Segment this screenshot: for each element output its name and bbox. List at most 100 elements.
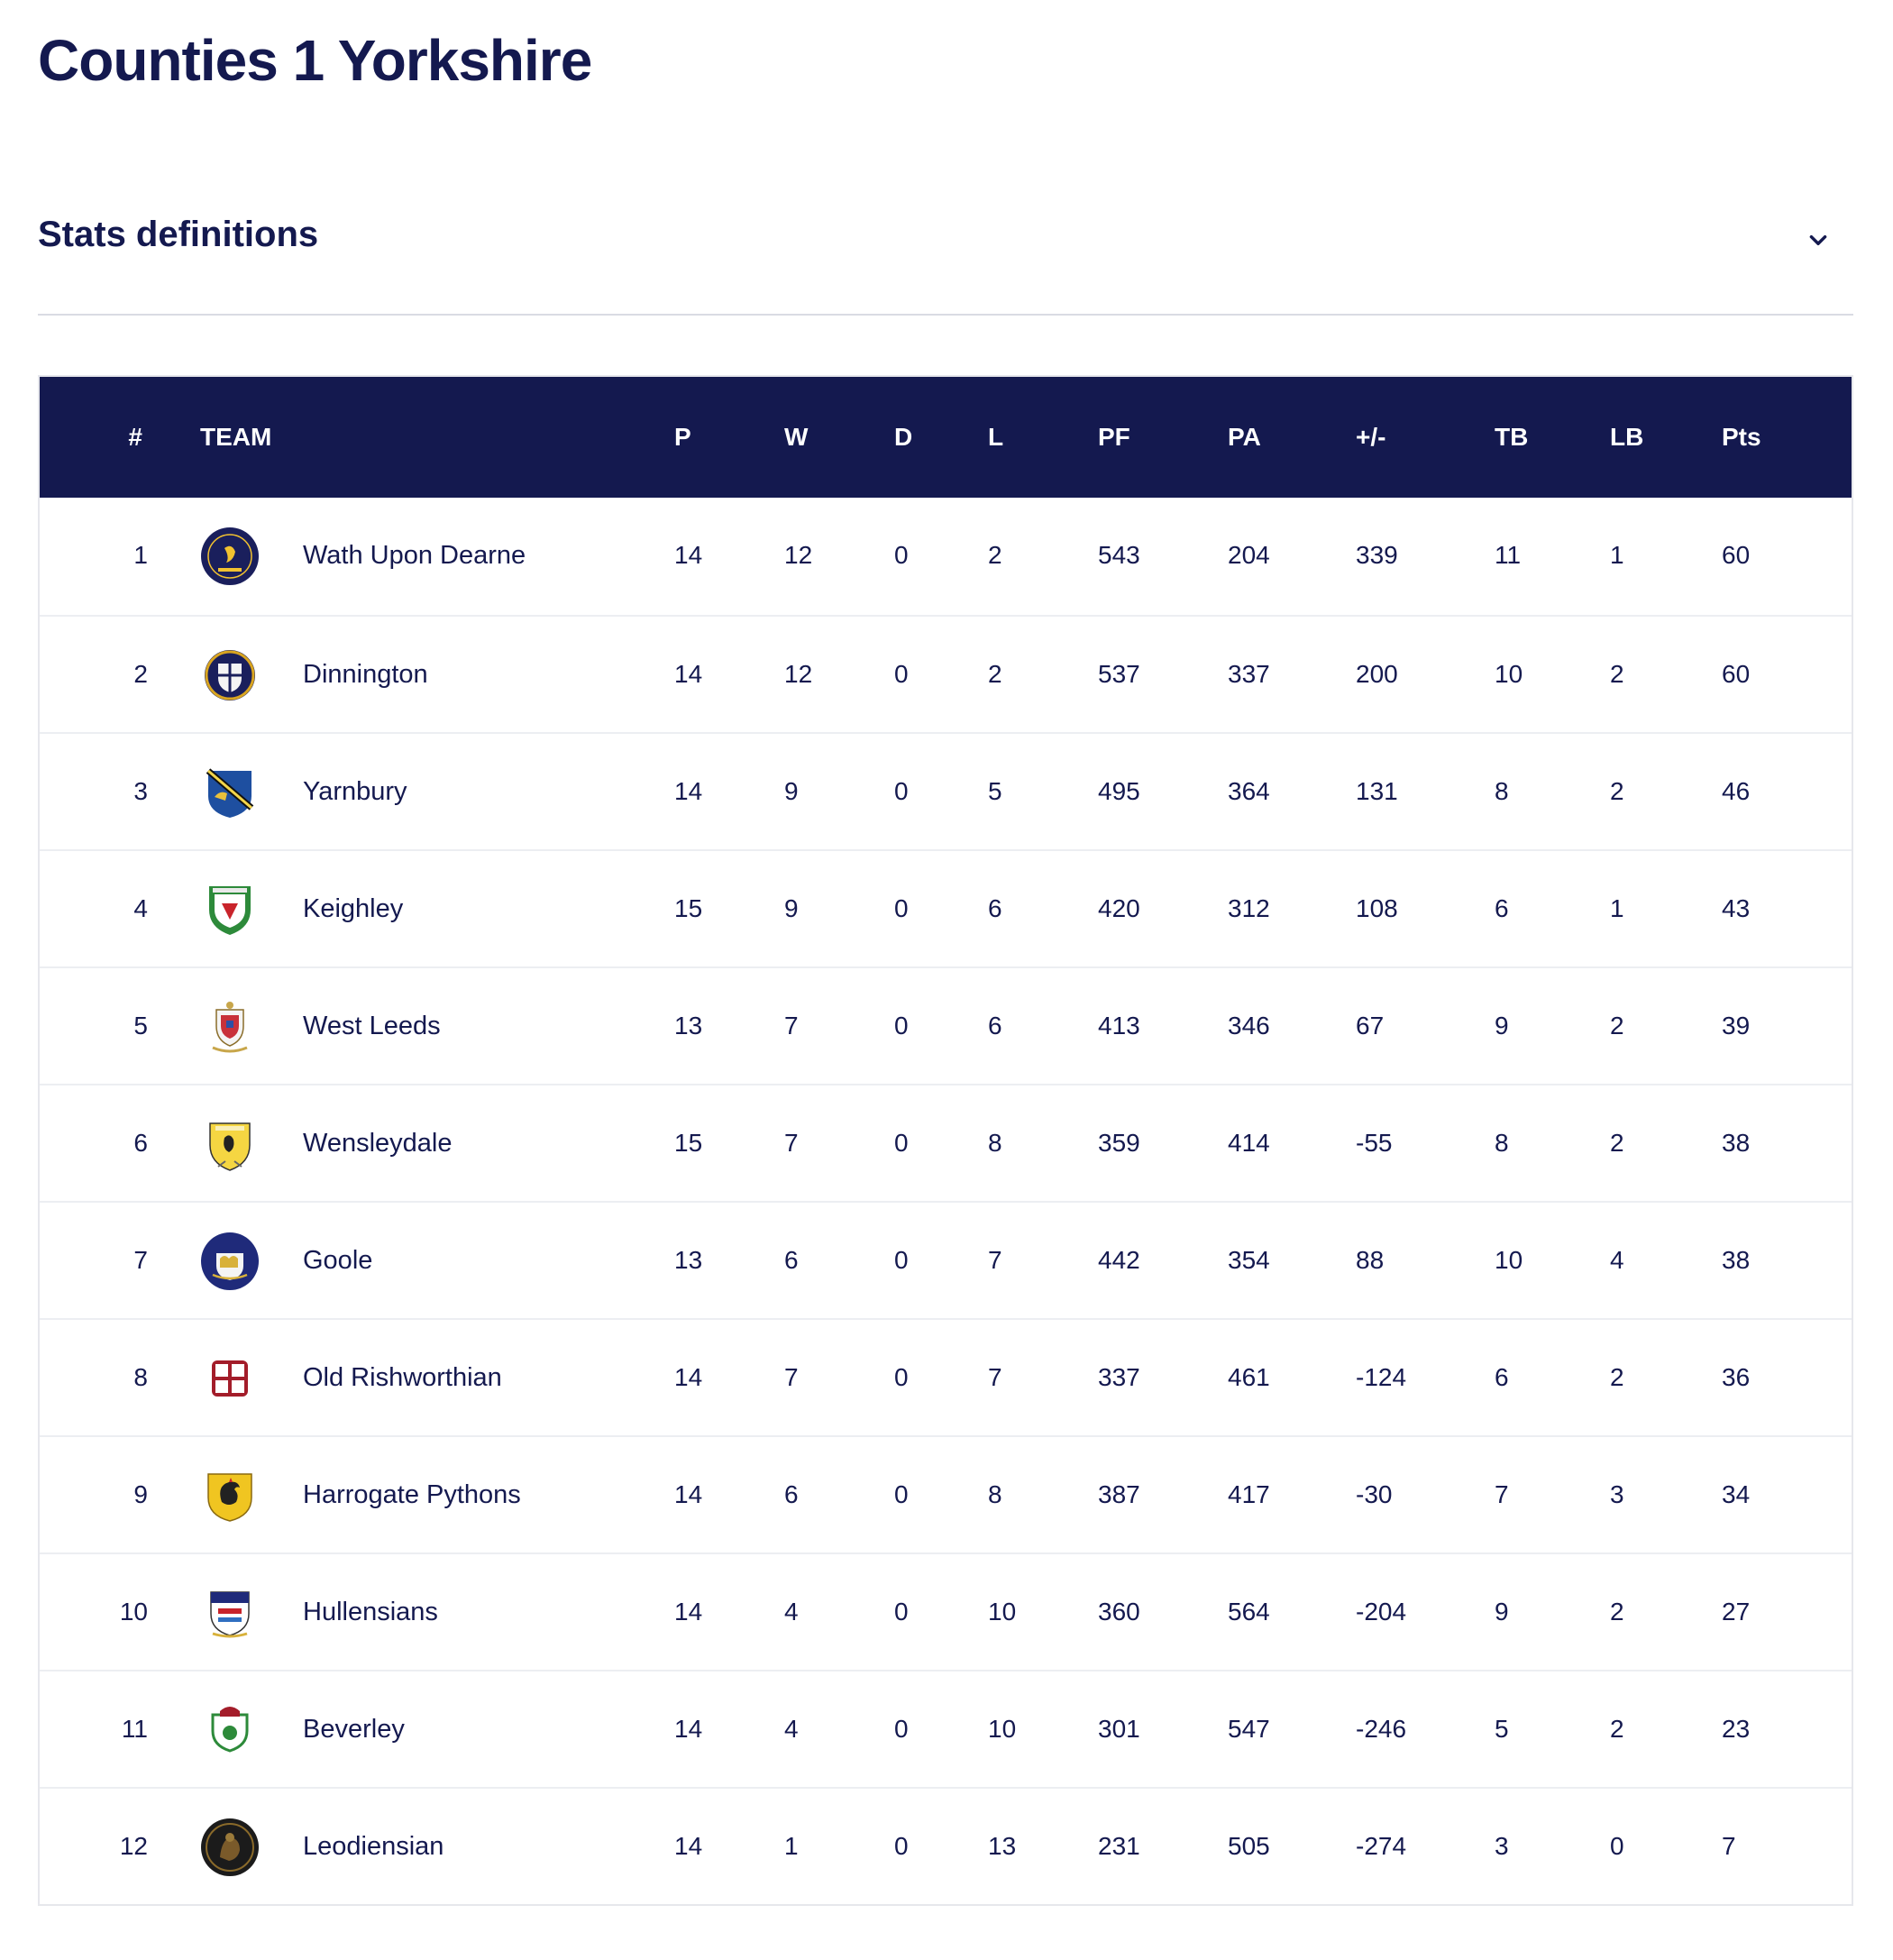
table-row[interactable]: 8 14 7 0 7 337 461 -124 6 2 36 Old Rishworthian	[40, 1318, 1852, 1435]
table-row[interactable]: 9 14 6 0 8 387 417 -30 7 3 34 Harrogate Pythons	[40, 1435, 1852, 1552]
cell-try-bonus: 5	[1495, 1715, 1509, 1743]
cell-points: 43	[1722, 894, 1751, 922]
header-points[interactable]: Pts	[1722, 423, 1761, 451]
cell-points-for: 337	[1098, 1363, 1140, 1391]
header-drawn[interactable]: D	[894, 423, 913, 451]
cell-points-against: 204	[1228, 541, 1270, 569]
team-name-link[interactable]: Old Rishworthian	[303, 1363, 502, 1392]
team-name-link[interactable]: Beverley	[303, 1715, 405, 1744]
cell-losing-bonus: 0	[1610, 1832, 1624, 1860]
cell-points-against: 346	[1228, 1012, 1270, 1040]
cell-points-for: 360	[1098, 1598, 1140, 1626]
table-row[interactable]: 12 14 1 0 13 231 505 -274 3 0 7 Leodiensian	[40, 1787, 1852, 1904]
cell-points: 38	[1722, 1129, 1751, 1157]
header-points-for[interactable]: PF	[1098, 423, 1130, 451]
cell-won: 1	[784, 1832, 799, 1860]
table-row[interactable]: 3 14 9 0 5 495 364 131 8 2 46 Yarnbury	[40, 732, 1852, 849]
cell-won: 4	[784, 1598, 799, 1626]
cell-played: 13	[674, 1012, 703, 1040]
cell-points-for: 413	[1098, 1012, 1140, 1040]
cell-points-difference: -55	[1356, 1129, 1393, 1157]
table-row[interactable]: 11 14 4 0 10 301 547 -246 5 2 23 Beverley	[40, 1670, 1852, 1787]
cell-points: 27	[1722, 1598, 1751, 1626]
team-name-link[interactable]: Goole	[303, 1246, 373, 1275]
cell-points-against: 505	[1228, 1832, 1270, 1860]
cell-points-difference: 108	[1356, 894, 1398, 922]
cell-drawn: 0	[894, 1363, 909, 1391]
harrogate-pythons-crest-icon[interactable]	[200, 1466, 260, 1525]
cell-lost: 2	[988, 660, 1002, 688]
team-name-link[interactable]: Wath Upon Dearne	[303, 541, 526, 570]
table-header: # TEAM P W D L PF PA +/- TB LB Pts	[40, 377, 1852, 498]
cell-drawn: 0	[894, 777, 909, 805]
table-row[interactable]: 2 14 12 0 2 537 337 200 10 2 60 Dinnington	[40, 615, 1852, 732]
cell-points-difference: 339	[1356, 541, 1398, 569]
team-name-link[interactable]: Leodiensian	[303, 1832, 444, 1861]
dinnington-crest-icon[interactable]	[200, 646, 260, 705]
cell-drawn: 0	[894, 1246, 909, 1274]
cell-drawn: 0	[894, 1598, 909, 1626]
old-rishworthian-crest-icon[interactable]	[200, 1349, 260, 1408]
cell-try-bonus: 10	[1495, 1246, 1523, 1274]
header-lost[interactable]: L	[988, 423, 1004, 451]
table-row[interactable]: 1 14 12 0 2 543 204 339 11 1 60 Wath Upon Dearne	[40, 498, 1852, 615]
page-title: Counties 1 Yorkshire	[38, 28, 592, 93]
cell-try-bonus: 10	[1495, 660, 1523, 688]
cell-drawn: 0	[894, 1480, 909, 1508]
team-name-link[interactable]: Wensleydale	[303, 1129, 453, 1158]
header-team[interactable]: TEAM	[200, 423, 272, 451]
cell-points-difference: 200	[1356, 660, 1398, 688]
header-try-bonus[interactable]: TB	[1495, 423, 1529, 451]
cell-points-for: 359	[1098, 1129, 1140, 1157]
leodiensian-crest-icon[interactable]	[200, 1818, 260, 1877]
cell-lost: 8	[988, 1480, 1002, 1508]
wensleydale-crest-icon[interactable]	[200, 1114, 260, 1174]
cell-drawn: 0	[894, 660, 909, 688]
cell-losing-bonus: 1	[1610, 541, 1624, 569]
cell-won: 6	[784, 1480, 799, 1508]
table-row[interactable]: 4 15 9 0 6 420 312 108 6 1 43 Keighley	[40, 849, 1852, 966]
cell-points-against: 547	[1228, 1715, 1270, 1743]
keighley-crest-icon[interactable]	[200, 880, 260, 939]
cell-position: 8	[133, 1363, 148, 1391]
header-won[interactable]: W	[784, 423, 809, 451]
cell-lost: 7	[988, 1363, 1002, 1391]
cell-drawn: 0	[894, 894, 909, 922]
team-name-link[interactable]: Yarnbury	[303, 777, 407, 806]
beverley-crest-icon[interactable]	[200, 1700, 260, 1760]
header-losing-bonus[interactable]: LB	[1610, 423, 1644, 451]
team-name-link[interactable]: Harrogate Pythons	[303, 1480, 521, 1509]
header-points-difference[interactable]: +/-	[1356, 423, 1386, 451]
wath-upon-dearne-crest-icon[interactable]	[200, 527, 260, 586]
team-name-link[interactable]: West Leeds	[303, 1012, 441, 1040]
cell-points-for: 420	[1098, 894, 1140, 922]
table-row[interactable]: 6 15 7 0 8 359 414 -55 8 2 38 Wensleydale	[40, 1084, 1852, 1201]
table-row[interactable]: 7 13 6 0 7 442 354 88 10 4 38 Goole	[40, 1201, 1852, 1318]
cell-points-difference: -274	[1356, 1832, 1407, 1860]
cell-points: 36	[1722, 1363, 1751, 1391]
team-name-link[interactable]: Hullensians	[303, 1598, 438, 1626]
table-row[interactable]: 5 13 7 0 6 413 346 67 9 2 39 West Leeds	[40, 966, 1852, 1084]
header-position[interactable]: #	[128, 423, 142, 451]
cell-played: 14	[674, 777, 703, 805]
cell-try-bonus: 6	[1495, 1363, 1509, 1391]
cell-lost: 10	[988, 1598, 1017, 1626]
goole-crest-icon[interactable]	[200, 1232, 260, 1291]
cell-won: 7	[784, 1012, 799, 1040]
cell-position: 3	[133, 777, 148, 805]
hullensians-crest-icon[interactable]	[200, 1583, 260, 1643]
cell-points-against: 354	[1228, 1246, 1270, 1274]
yarnbury-crest-icon[interactable]	[200, 763, 260, 822]
cell-position: 12	[119, 1832, 148, 1860]
header-points-against[interactable]: PA	[1228, 423, 1261, 451]
header-played[interactable]: P	[674, 423, 691, 451]
table-row[interactable]: 10 14 4 0 10 360 564 -204 9 2 27 Hullensians	[40, 1552, 1852, 1670]
west-leeds-crest-icon[interactable]	[200, 997, 260, 1057]
stats-definitions-toggle[interactable]: Stats definitions	[38, 204, 1853, 316]
team-name-link[interactable]: Dinnington	[303, 660, 428, 689]
cell-lost: 8	[988, 1129, 1002, 1157]
team-name-link[interactable]: Keighley	[303, 894, 404, 923]
cell-position: 5	[133, 1012, 148, 1040]
cell-points-for: 442	[1098, 1246, 1140, 1274]
cell-lost: 2	[988, 541, 1002, 569]
